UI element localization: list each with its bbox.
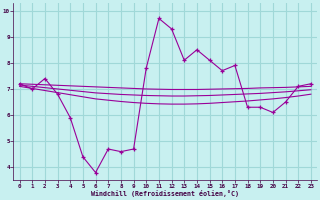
X-axis label: Windchill (Refroidissement éolien,°C): Windchill (Refroidissement éolien,°C) [91, 190, 239, 197]
